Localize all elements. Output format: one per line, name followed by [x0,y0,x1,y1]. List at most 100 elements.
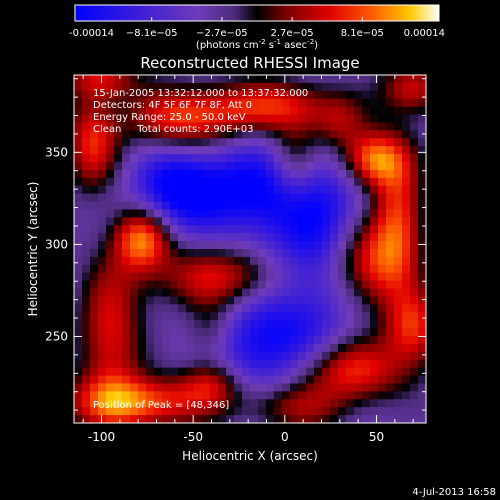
heatmap-cell [378,114,387,123]
heatmap-cell [74,169,83,179]
heatmap-cell [74,304,83,313]
heatmap-cell [282,351,291,361]
heatmap-cell [346,241,355,250]
heatmap-cell [162,185,171,195]
heatmap-cell [306,241,315,250]
heatmap-cell [346,399,355,408]
heatmap-cell [138,304,147,313]
heatmap-cell [370,82,379,92]
heatmap-cell [322,320,331,329]
heatmap-cell [386,209,395,218]
heatmap-cell [98,336,107,345]
heatmap-cell [98,415,107,423]
heatmap-cell [138,225,147,234]
heatmap-cell [146,162,155,171]
heatmap-cell [274,177,283,187]
heatmap-cell [306,114,315,123]
heatmap-cell [258,391,267,400]
heatmap-cell [306,146,315,155]
heatmap-cell [82,75,91,84]
heatmap-cell [274,98,283,108]
heatmap-cell [402,249,411,258]
heatmap-cell [178,154,187,163]
heatmap-cell [394,106,403,115]
heatmap-cell [330,272,339,282]
heatmap-cell [194,177,203,187]
heatmap-cell [170,304,179,313]
heatmap-cell [290,201,299,210]
heatmap-cell [130,343,139,353]
heatmap-cell [138,249,147,258]
heatmap-cell [90,272,99,282]
heatmap-cell [410,122,419,131]
heatmap-cell [98,343,107,353]
heatmap-cell [394,201,403,210]
heatmap-cell [362,90,371,100]
heatmap-cell [314,130,323,139]
heatmap-cell [90,154,99,163]
heatmap-cell [154,82,163,92]
heatmap-cell [306,407,315,416]
heatmap-cell [410,217,419,226]
heatmap-cell [410,343,419,353]
heatmap-cell [306,201,315,210]
heatmap-cell [418,256,426,266]
heatmap-cell [146,391,155,400]
heatmap-cell [90,217,99,226]
heatmap-cell [362,217,371,226]
heatmap-cell [386,320,395,329]
heatmap-cell [226,106,235,115]
heatmap-cell [218,233,227,242]
heatmap-cell [154,272,163,282]
heatmap-cell [234,272,243,282]
heatmap-cell [90,106,99,115]
heatmap-cell [130,312,139,321]
heatmap-cell [266,98,275,108]
heatmap-cell [242,75,251,84]
heatmap-cell [418,272,426,282]
heatmap-cell [346,122,355,131]
heatmap-cell [338,359,347,369]
heatmap-cell [146,280,155,289]
heatmap-cell [266,162,275,171]
heatmap-cell [322,193,331,202]
x-tick-label: -100 [88,430,115,444]
heatmap-cell [378,225,387,234]
heatmap-cell [242,343,251,353]
heatmap-cell [282,138,291,147]
heatmap-cell [218,130,227,139]
heatmap-cell [258,351,267,361]
heatmap-cell [82,328,91,337]
heatmap-cell [194,225,203,234]
heatmap-cell [202,288,211,297]
heatmap-cell [90,336,99,345]
heatmap-cell [330,375,339,384]
annotation-block: 15-Jan-2005 13:32:12.000 to 13:37:32.000… [93,88,308,135]
heatmap-cell [106,209,115,218]
heatmap-cell [202,193,211,202]
heatmap-cell [146,272,155,282]
heatmap-cell [410,90,419,100]
heatmap-cell [242,98,251,108]
heatmap-cell [90,359,99,369]
heatmap-cell [394,367,403,376]
heatmap-cell [298,169,307,179]
heatmap-cell [218,328,227,337]
heatmap-cell [226,209,235,218]
heatmap-cell [170,146,179,155]
heatmap-cell [154,130,163,139]
heatmap-cell [218,407,227,416]
heatmap-cell [354,288,363,297]
heatmap-cell [154,122,163,131]
heatmap-cell [354,383,363,392]
heatmap-cell [74,106,83,115]
heatmap-cell [170,169,179,179]
heatmap-cell [98,233,107,242]
heatmap-cell [322,201,331,210]
heatmap-cell [258,375,267,384]
heatmap-cell [362,146,371,155]
heatmap-cell [282,407,291,416]
heatmap-cell [146,312,155,321]
heatmap-cell [362,415,371,423]
heatmap-cell [138,241,147,250]
